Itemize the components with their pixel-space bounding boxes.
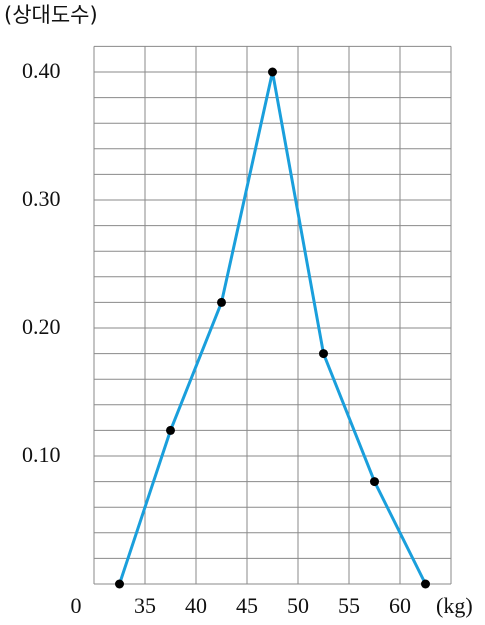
y-tick-label: 0.30 [22,186,61,211]
data-point [115,579,124,589]
y-axis-label: (상대도수) [4,3,98,27]
data-point [319,349,328,359]
y-tick-label: 0.20 [22,314,61,339]
x-tick-label: 45 [236,593,258,618]
origin-label: 0 [71,593,82,618]
data-point [370,477,379,487]
data-point [166,425,175,435]
x-axis-label: (kg) [436,593,473,618]
data-point [421,579,430,589]
x-tick-label: 55 [338,593,360,618]
data-point [268,67,277,77]
x-tick-label: 40 [185,593,207,618]
y-tick-label: 0.10 [22,442,61,467]
y-tick-label: 0.40 [22,58,61,83]
x-tick-label: 60 [389,593,411,618]
x-tick-label: 35 [134,593,156,618]
x-tick-label: 50 [287,593,309,618]
data-point [217,297,226,307]
